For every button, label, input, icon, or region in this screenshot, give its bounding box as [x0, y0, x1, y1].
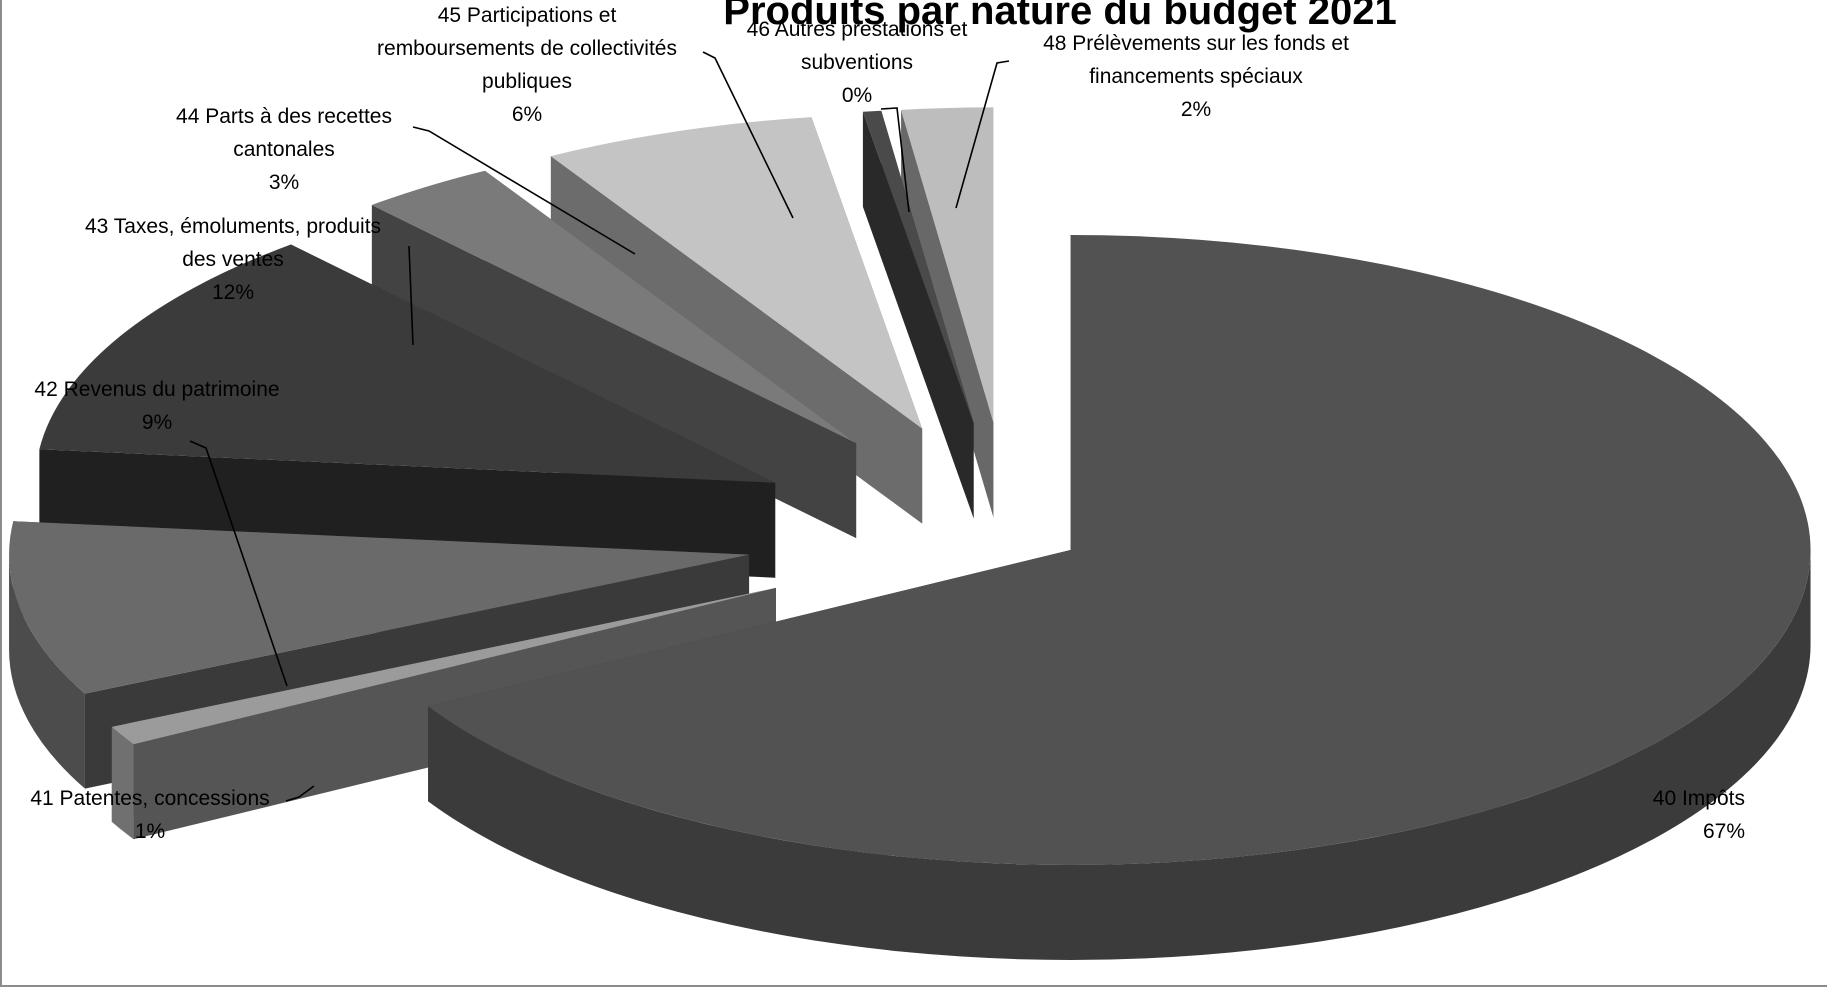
leader-line-42-revenus-du-patrimoine — [189, 440, 288, 687]
slice-percent: 9% — [142, 411, 172, 434]
slice-label-43-taxes-emoluments-produits-des-ventes: 43 Taxes, émoluments, produits des ventes… — [85, 215, 381, 304]
slice-top-44-parts-a-des-recettes-cantonales — [371, 170, 857, 444]
slice-top-42-revenus-du-patrimoine — [9, 521, 750, 694]
slice-top-41-patentes-concessions — [111, 587, 776, 745]
slice-top-40-impots — [428, 234, 1811, 865]
leader-line-41-patentes-concessions — [285, 785, 315, 802]
pie-slice-40-impots — [428, 234, 1811, 960]
slice-label-45-participations-et-remboursements-de-collectivites-publiques: 45 Participations et remboursements de co… — [377, 4, 677, 126]
pie-slice-44-parts-a-des-recettes-cantonales — [371, 170, 857, 539]
slice-label-line: 48 Prélèvements sur les fonds et — [1043, 32, 1349, 55]
slice-percent: 67% — [1703, 820, 1745, 843]
slice-label-line: 41 Patentes, concessions — [30, 787, 269, 810]
leader-line-46-autres-prestations-et-subventions — [880, 107, 910, 213]
chart-title: Produits par nature du budget 2021 — [723, 0, 1396, 33]
slice-rim-40-impots — [428, 549, 1811, 960]
leader-line-45-participations-et-remboursements-de-collectivites-publiques — [702, 51, 794, 219]
slice-wall-start-44-parts-a-des-recettes-cantonales — [371, 204, 857, 539]
pie-slice-46-autres-prestations-et-subventions — [862, 110, 974, 519]
slice-percent: 3% — [269, 171, 299, 194]
slice-percent: 12% — [212, 281, 254, 304]
slice-label-line: subventions — [801, 51, 913, 74]
slice-percent: 6% — [512, 103, 542, 126]
slice-label-line: 45 Participations et — [438, 4, 617, 27]
slice-rim-41-patentes-concessions — [111, 726, 134, 840]
slice-top-45-participations-et-remboursements-de-collectivites-publiques — [550, 117, 923, 429]
slice-label-line: remboursements de collectivités — [377, 37, 677, 60]
slice-label-line: cantonales — [233, 138, 335, 161]
leader-line-44-parts-a-des-recettes-cantonales — [412, 126, 636, 255]
slice-label-46-autres-prestations-et-subventions: 46 Autres prestations et subventions 0% — [747, 18, 968, 107]
slice-top-48-prelevements-sur-les-fonds-et-financements-speciaux — [901, 107, 994, 423]
slice-label-line: 42 Revenus du patrimoine — [34, 378, 279, 401]
slice-percent: 0% — [842, 84, 872, 107]
slice-label-line: des ventes — [182, 248, 284, 271]
slice-label-44-parts-a-des-recettes-cantonales: 44 Parts à des recettes cantonales 3% — [176, 105, 392, 194]
slice-label-line: publiques — [482, 70, 572, 93]
slice-label-line: financements spéciaux — [1089, 65, 1303, 88]
slice-label-40-impots: 40 Impôts 67% — [1653, 787, 1745, 843]
slice-top-46-autres-prestations-et-subventions — [862, 110, 974, 424]
slice-label-41-patentes-concessions: 41 Patentes, concessions 1% — [30, 787, 269, 843]
slice-percent: 1% — [135, 820, 165, 843]
slice-label-line: 43 Taxes, émoluments, produits — [85, 215, 381, 238]
slice-label-line: 46 Autres prestations et — [747, 18, 968, 41]
slice-percent: 2% — [1181, 98, 1211, 121]
leader-lines — [189, 51, 1010, 802]
slice-label-48-prelevements-sur-les-fonds-et-financements-speciaux: 48 Prélèvements sur les fonds et financem… — [1043, 32, 1349, 121]
slice-label-42-revenus-du-patrimoine: 42 Revenus du patrimoine 9% — [34, 378, 279, 434]
leader-line-43-taxes-emoluments-produits-des-ventes — [408, 245, 414, 346]
slice-label-line: 40 Impôts — [1653, 787, 1745, 810]
slice-labels: 40 Impôts 67% 41 Patentes, concessions 1% 42… — [30, 4, 1745, 843]
leader-line-48-prelevements-sur-les-fonds-et-financements-speciaux — [955, 60, 1010, 209]
slice-rim-42-revenus-du-patrimoine — [9, 554, 85, 789]
slice-top-43-taxes-emoluments-produits-des-ventes — [39, 244, 776, 483]
slice-label-line: 44 Parts à des recettes — [176, 105, 392, 128]
